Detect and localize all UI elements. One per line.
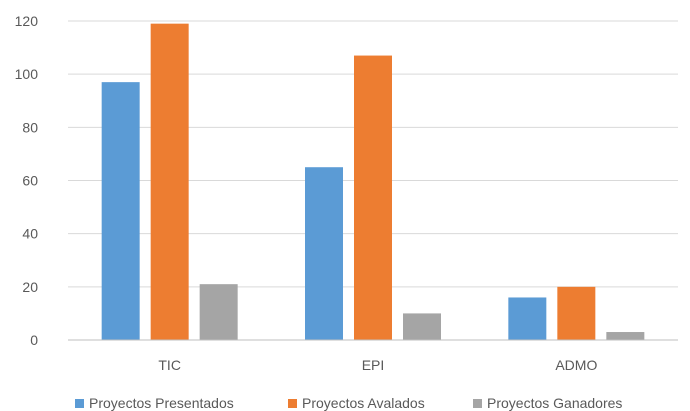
y-tick-label: 20 — [22, 279, 38, 295]
y-tick-label: 120 — [15, 13, 39, 29]
bar-proyectos-ganadores-epi — [403, 313, 441, 340]
bar-proyectos-avalados-epi — [354, 55, 392, 340]
legend-label: Proyectos Avalados — [302, 395, 425, 411]
legend-item: Proyectos Ganadores — [473, 395, 622, 411]
x-category-label: ADMO — [555, 357, 597, 373]
x-category-label: EPI — [362, 357, 385, 373]
bar-proyectos-avalados-admo — [557, 286, 596, 340]
y-tick-label: 100 — [15, 66, 39, 82]
bar-proyectos-presentados-admo — [508, 297, 547, 340]
y-tick-label: 60 — [22, 173, 38, 189]
y-tick-label: 0 — [30, 332, 38, 348]
y-tick-label: 80 — [22, 119, 38, 135]
bar-proyectos-presentados-tic — [101, 82, 140, 341]
x-axis: TIC EPI ADMO — [68, 339, 678, 373]
legend-item: Proyectos Presentados — [75, 395, 234, 411]
bar-proyectos-avalados-tic — [150, 23, 189, 341]
legend-label: Proyectos Ganadores — [487, 395, 622, 411]
legend-label: Proyectos Presentados — [89, 395, 234, 411]
bar-proyectos-ganadores-admo — [606, 332, 645, 340]
legend-item: Proyectos Avalados — [288, 395, 425, 411]
bars — [101, 23, 645, 341]
legend-swatch — [75, 399, 84, 408]
x-category-label: TIC — [158, 357, 181, 373]
legend-swatch — [473, 399, 482, 408]
legend-swatch — [288, 399, 297, 408]
y-axis-tick-labels: 0 20 40 60 80 100 120 — [15, 13, 39, 348]
bar-proyectos-ganadores-tic — [199, 284, 238, 340]
y-tick-label: 40 — [22, 226, 38, 242]
bar-proyectos-presentados-epi — [305, 167, 343, 340]
legend: Proyectos Presentados Proyectos Avalados P… — [75, 395, 622, 411]
